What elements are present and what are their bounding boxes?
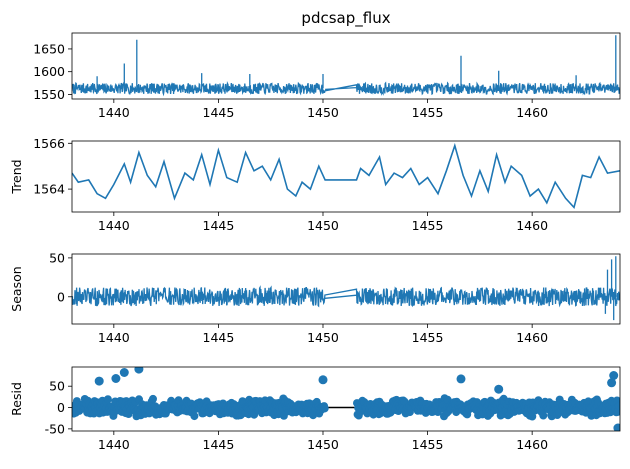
resid-points [72, 367, 620, 431]
panel-observed: 1440 1445 1450 1455 1460 1550 1600 1650 [33, 32, 621, 120]
y-tick-label: 50 [49, 250, 65, 265]
observed-series-line [72, 35, 620, 97]
y-tick-label: -50 [45, 421, 65, 436]
x-tick-label: 1460 [516, 105, 548, 120]
resid-outlier-point [119, 368, 129, 377]
panel-season: 1440 1445 1450 1455 1460 0 50 Season [9, 250, 621, 345]
resid-point [528, 412, 537, 421]
resid-outlier-point [456, 374, 466, 384]
x-tick-label: 1450 [307, 218, 339, 233]
y-tick-label: 50 [49, 379, 65, 394]
x-tick-label: 1455 [412, 105, 444, 120]
x-tick-label: 1445 [203, 105, 235, 120]
resid-y-axis-label: Resid [9, 382, 24, 416]
trend-y-axis-label: Trend [9, 159, 24, 194]
figure-title: pdcsap_flux [301, 9, 390, 28]
season-axes-frame [71, 253, 621, 325]
resid-axes-frame [71, 366, 621, 432]
x-tick-label: 1460 [516, 218, 548, 233]
resid-outlier-point [494, 384, 504, 394]
x-tick-label: 1455 [412, 330, 444, 345]
trend-axes-frame [71, 140, 621, 213]
x-tick-label: 1440 [98, 105, 130, 120]
y-tick-label: 1550 [33, 87, 65, 102]
x-tick-label: 1460 [516, 437, 548, 452]
season-plot-area [72, 256, 620, 321]
season-series-line [72, 256, 620, 321]
x-tick-label: 1455 [412, 437, 444, 452]
y-tick-label: 1566 [33, 136, 65, 151]
resid-outlier-point [609, 371, 619, 380]
y-tick-label: 1600 [33, 64, 65, 79]
y-tick-label: 1564 [33, 182, 65, 197]
resid-point [149, 394, 157, 403]
x-tick-label: 1450 [307, 437, 339, 452]
resid-outlier-point [94, 376, 104, 386]
x-tick-label: 1450 [307, 105, 339, 120]
trend-series-line [72, 142, 620, 210]
panel-trend: 1440 1445 1450 1455 1460 1564 1566 Trend [9, 136, 621, 233]
y-tick-label: 1650 [33, 41, 65, 56]
panel-resid: 1440 1445 1450 1455 1460 -50 0 50 Resid [9, 366, 621, 452]
resid-point [320, 404, 329, 413]
observed-axes-frame [71, 32, 621, 100]
x-tick-label: 1455 [412, 218, 444, 233]
resid-outlier-point [111, 374, 121, 383]
x-tick-label: 1445 [203, 218, 235, 233]
season-y-axis-label: Season [9, 266, 24, 311]
resid-point [615, 402, 620, 411]
x-tick-label: 1460 [516, 330, 548, 345]
x-tick-label: 1445 [203, 437, 235, 452]
resid-point [103, 395, 112, 404]
x-tick-label: 1450 [307, 330, 339, 345]
resid-outlier-point [318, 375, 328, 385]
panels: 1440 1445 1450 1455 1460 1550 1600 1650 1440 1445… [9, 32, 621, 452]
x-tick-label: 1440 [98, 330, 130, 345]
trend-plot-area [72, 142, 620, 210]
x-tick-label: 1440 [98, 218, 130, 233]
resid-outlier-point [134, 367, 144, 374]
y-tick-label: 0 [57, 289, 65, 304]
x-tick-label: 1445 [203, 330, 235, 345]
resid-point [190, 412, 199, 421]
resid-plot-area [72, 367, 620, 431]
x-tick-label: 1440 [98, 437, 130, 452]
resid-outlier-point [607, 378, 617, 388]
observed-plot-area [72, 35, 620, 97]
y-tick-label: 0 [57, 400, 65, 415]
resid-outlier-point [613, 423, 620, 431]
